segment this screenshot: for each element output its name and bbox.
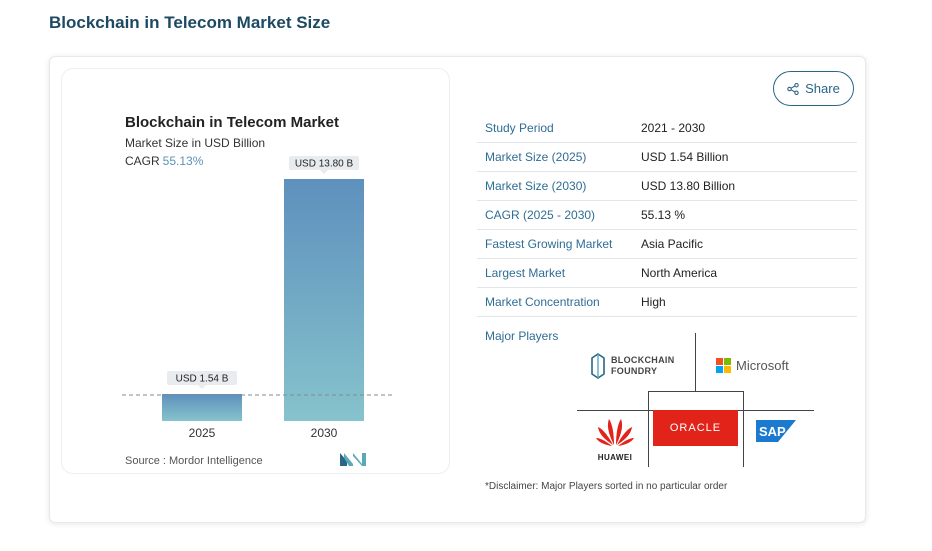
stats-row-value: USD 1.54 Billion	[641, 150, 729, 164]
microsoft-icon	[716, 358, 731, 373]
cagr-label: CAGR	[125, 154, 160, 168]
oracle-label: ORACLE	[669, 422, 722, 434]
stats-row: CAGR (2025 - 2030) 55.13 %	[477, 201, 857, 230]
market-size-card: Blockchain in Telecom Market Market Size…	[49, 56, 866, 523]
stats-row: Study Period 2021 - 2030	[477, 114, 857, 143]
players-disclaimer: *Disclaimer: Major Players sorted in no …	[485, 481, 728, 492]
chart-subtitle: Market Size in USD Billion	[125, 136, 266, 150]
data-label-pointer	[320, 170, 328, 174]
share-button[interactable]: Share	[773, 71, 854, 106]
huawei-icon	[596, 419, 634, 446]
bar-2025	[162, 393, 242, 421]
data-label-box	[289, 156, 359, 170]
grid-divider	[743, 391, 744, 467]
stats-row-label: Fastest Growing Market	[485, 237, 613, 251]
x-tick-label: 2025	[189, 426, 216, 440]
stats-row-value: 55.13 %	[641, 208, 686, 222]
huawei-logo: HUAWEI	[595, 417, 635, 462]
chart-title: Blockchain in Telecom Market	[125, 114, 339, 131]
stats-row-label: Market Size (2025)	[485, 150, 587, 164]
stats-row: Market Size (2025) USD 1.54 Billion	[477, 143, 857, 172]
stats-row-label: Study Period	[485, 121, 554, 135]
mordor-intelligence-logo	[340, 453, 366, 466]
stats-row-value: 2021 - 2030	[641, 121, 706, 135]
stats-row-value: USD 13.80 Billion	[641, 179, 736, 193]
stats-row: Market Size (2030) USD 13.80 Billion	[477, 172, 857, 201]
data-label: USD 1.54 B	[176, 373, 229, 384]
stats-row-label: Largest Market	[485, 266, 566, 280]
blockchain-foundry-line1: BLOCKCHAIN	[611, 355, 675, 365]
chart-panel: Blockchain in Telecom Market Market Size…	[61, 68, 450, 474]
sap-logo: SAP	[756, 420, 796, 442]
x-tick-label: 2030	[311, 426, 338, 440]
stats-row-value: Asia Pacific	[641, 237, 704, 251]
data-label-pointer	[198, 384, 206, 389]
grid-divider	[648, 391, 744, 392]
bar-2030	[284, 179, 364, 421]
oracle-logo: ORACLE	[653, 410, 738, 446]
data-label: USD 13.80 B	[295, 159, 354, 170]
stats-row-value: High	[641, 295, 666, 309]
microsoft-logo: Microsoft	[716, 358, 789, 373]
stats-row: Fastest Growing Market Asia Pacific	[477, 230, 857, 259]
chart-source: Source : Mordor Intelligence	[125, 455, 263, 467]
share-label: Share	[805, 81, 840, 96]
cagr-value: 55.13%	[162, 154, 204, 168]
major-players-label: Major Players	[485, 329, 559, 343]
bar-chart: USD 1.54 B 2025 USD 13.80 B 2030	[122, 156, 394, 440]
data-label-box	[167, 370, 237, 385]
stats-row-value: North America	[641, 266, 718, 280]
stats-row: Market Concentration High	[477, 288, 857, 317]
stats-row-label: CAGR (2025 - 2030)	[485, 208, 596, 222]
market-stats-table: Study Period 2021 - 2030 Market Size (2025…	[477, 114, 857, 317]
blockchain-foundry-line2: FOUNDRY	[611, 366, 658, 376]
grid-divider	[695, 333, 696, 391]
blockchain-foundry-icon	[591, 353, 605, 379]
major-players-grid: BLOCKCHAIN FOUNDRY Microsoft	[577, 333, 814, 467]
microsoft-label: Microsoft	[736, 358, 789, 373]
stats-row: Largest Market North America	[477, 259, 857, 288]
blockchain-foundry-logo: BLOCKCHAIN FOUNDRY	[591, 353, 675, 379]
share-icon	[787, 82, 799, 95]
huawei-label: HUAWEI	[597, 453, 633, 462]
sap-label: SAP	[759, 424, 786, 439]
grid-divider	[648, 391, 649, 467]
stats-row-label: Market Concentration	[485, 295, 600, 309]
page-title: Blockchain in Telecom Market Size	[49, 13, 331, 32]
stats-row-label: Market Size (2030)	[485, 179, 587, 193]
chart-cagr: CAGR 55.13%	[125, 154, 203, 168]
